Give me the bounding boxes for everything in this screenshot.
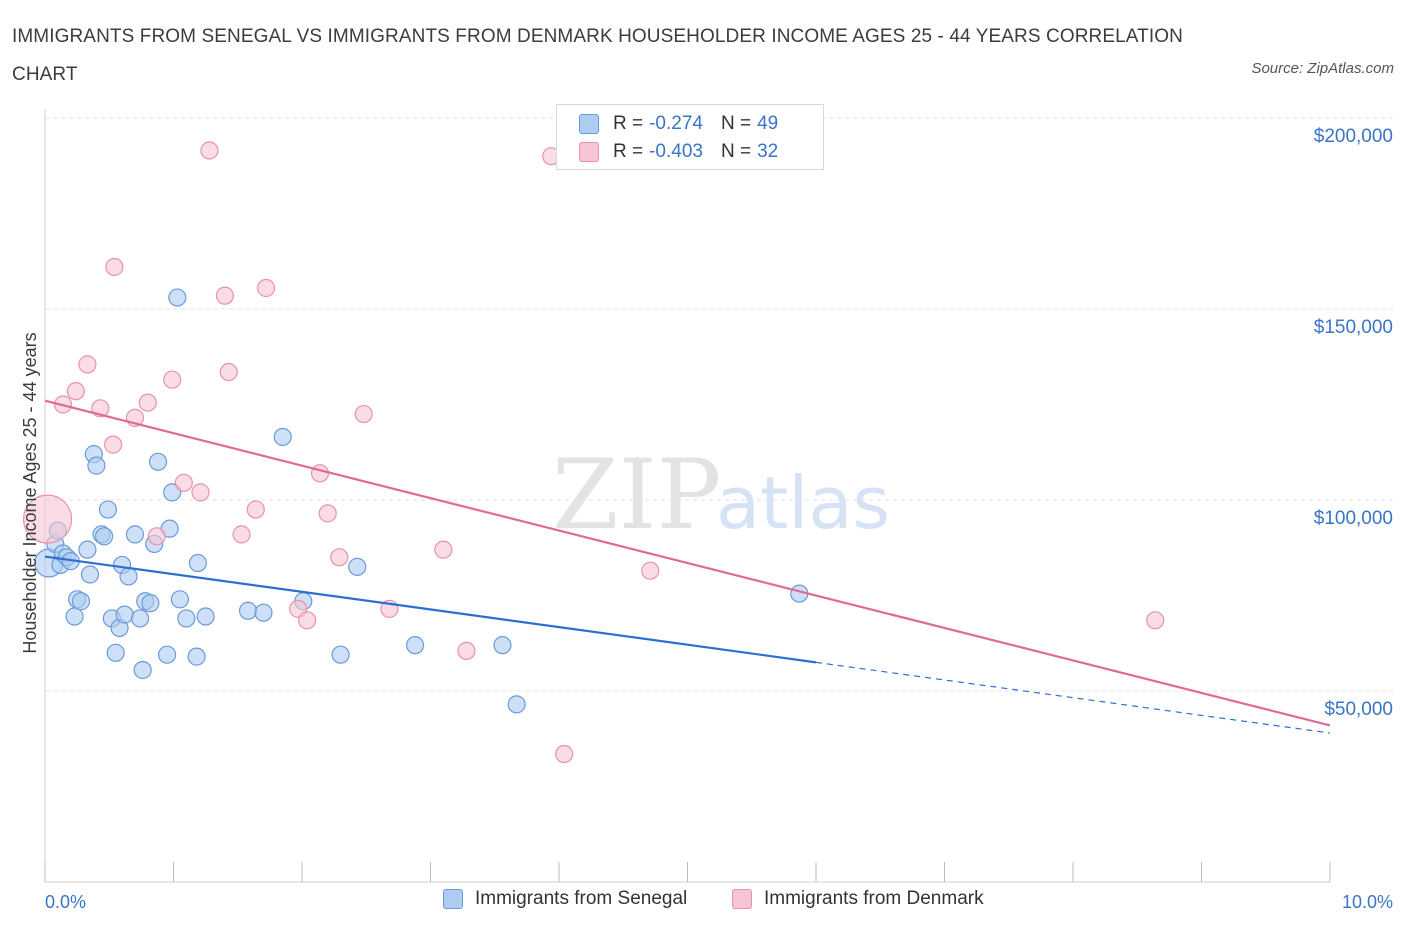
- point-denmark: [219, 362, 238, 382]
- legend-n-label: N =: [720, 141, 752, 162]
- point-senegal: [78, 540, 97, 559]
- point-senegal: [87, 456, 106, 475]
- legend-swatch-denmark: [579, 142, 599, 162]
- legend-r-label: R =: [613, 141, 644, 162]
- legend-row-senegal: R = -0.274 N = 49: [579, 109, 778, 139]
- trend-layer: [44, 399, 1331, 734]
- point-denmark: [232, 525, 251, 544]
- point-denmark: [310, 464, 330, 483]
- legend-r-label: R =: [613, 113, 644, 134]
- point-denmark: [104, 435, 123, 454]
- point-senegal: [80, 565, 100, 584]
- y-tick-label: $200,000: [1314, 126, 1393, 147]
- trend-line-denmark: [44, 399, 1331, 727]
- point-senegal: [148, 452, 168, 471]
- point-denmark: [22, 494, 73, 544]
- legend-r-value-denmark: -0.403: [649, 141, 703, 162]
- series-legend: Immigrants from Senegal Immigrants from …: [0, 888, 1406, 916]
- point-senegal: [238, 601, 258, 620]
- legend-r-value-senegal: -0.274: [649, 113, 703, 134]
- y-tick-label: $150,000: [1314, 317, 1393, 338]
- point-senegal: [141, 594, 160, 613]
- trend-line-senegal: [44, 555, 817, 664]
- point-senegal: [493, 636, 512, 655]
- point-senegal: [405, 636, 425, 655]
- point-denmark: [1146, 611, 1165, 630]
- point-denmark: [66, 382, 85, 401]
- y-tick-label: $100,000: [1314, 508, 1393, 529]
- point-denmark: [457, 641, 476, 660]
- point-denmark: [318, 504, 337, 523]
- point-denmark: [256, 278, 276, 298]
- point-senegal: [106, 643, 125, 662]
- point-denmark: [298, 611, 317, 630]
- point-senegal: [157, 645, 177, 664]
- point-denmark: [78, 355, 97, 374]
- y-tick-label: $50,000: [1324, 699, 1393, 720]
- series-legend-denmark[interactable]: Immigrants from Denmark: [732, 888, 984, 910]
- point-senegal: [125, 525, 145, 544]
- point-denmark: [641, 561, 660, 580]
- series-label-denmark: Immigrants from Denmark: [764, 888, 984, 909]
- legend-n-label: N =: [720, 113, 752, 134]
- point-senegal: [98, 500, 118, 519]
- point-denmark: [163, 370, 182, 389]
- point-senegal: [65, 607, 84, 626]
- point-senegal: [168, 288, 187, 307]
- point-denmark: [215, 286, 234, 305]
- trend-line-senegal-extrapolated: [815, 661, 1331, 734]
- point-senegal: [187, 647, 206, 666]
- x-tick-label-max: 10.0%: [1342, 892, 1393, 912]
- point-denmark: [138, 393, 157, 412]
- legend-swatch-senegal: [579, 114, 599, 134]
- point-senegal: [273, 427, 292, 447]
- watermark-zip: ZIP: [552, 439, 721, 551]
- point-senegal: [115, 605, 134, 624]
- series-swatch-denmark: [732, 889, 752, 909]
- point-senegal: [95, 527, 114, 546]
- legend-n-value-denmark: 32: [757, 141, 779, 162]
- chart-title: IMMIGRANTS FROM SENEGAL VS IMMIGRANTS FR…: [12, 26, 1183, 85]
- point-denmark: [246, 500, 265, 519]
- point-denmark: [174, 473, 193, 492]
- series-label-senegal: Immigrants from Senegal: [475, 888, 688, 909]
- point-denmark: [105, 257, 124, 277]
- point-denmark: [147, 527, 166, 546]
- point-senegal: [348, 557, 367, 576]
- watermark: ZIP atlas: [552, 439, 890, 551]
- point-senegal: [196, 607, 215, 626]
- series-legend-senegal[interactable]: Immigrants from Senegal: [443, 888, 687, 910]
- series-swatch-senegal: [443, 889, 463, 909]
- point-senegal: [119, 567, 138, 586]
- point-senegal: [331, 645, 350, 664]
- grid-layer: $50,000 $100,000 $150,000 $200,000: [45, 117, 1395, 720]
- watermark-atlas: atlas: [716, 461, 890, 545]
- point-denmark: [200, 141, 219, 160]
- point-senegal: [177, 609, 196, 628]
- point-senegal: [71, 592, 91, 611]
- source-label: Source: ZipAtlas.com: [1251, 60, 1394, 77]
- point-denmark: [434, 540, 453, 559]
- point-senegal: [130, 609, 150, 628]
- point-senegal: [188, 553, 208, 573]
- legend-row-denmark: R = -0.403 N = 32: [579, 137, 778, 167]
- point-senegal: [133, 660, 152, 680]
- point-denmark: [555, 744, 574, 764]
- legend-n-value-senegal: 49: [757, 113, 779, 134]
- point-senegal: [254, 603, 273, 622]
- point-denmark: [354, 404, 373, 424]
- point-senegal: [507, 695, 526, 714]
- point-denmark: [191, 483, 210, 502]
- y-axis-label: Householder Income Ages 25 - 44 years: [20, 332, 40, 653]
- point-denmark: [330, 548, 349, 567]
- x-tick-label-min: 0.0%: [45, 892, 86, 912]
- correlation-legend: R = -0.274 N = 49 R = -0.403 N = 32: [556, 104, 824, 170]
- point-senegal: [170, 590, 190, 609]
